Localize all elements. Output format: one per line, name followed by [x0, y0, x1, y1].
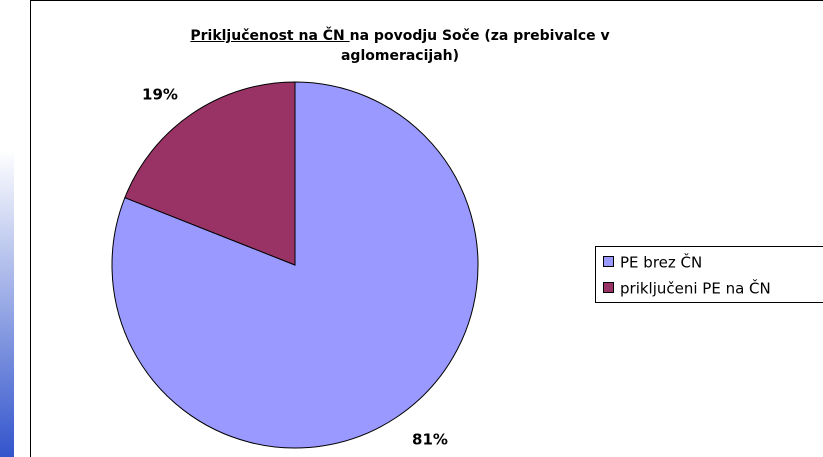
- legend-swatch: [603, 282, 614, 293]
- legend: PE brez ČN priključeni PE na ČN: [595, 246, 823, 303]
- legend-label: priključeni PE na ČN: [620, 279, 771, 298]
- pie-slice: [124, 81, 296, 266]
- title-rest: na povodju Soče (za prebivalce v aglomer…: [340, 28, 610, 64]
- chart-title: Priključenost na ČN na povodju Soče (za …: [140, 26, 660, 66]
- side-strip: [0, 150, 14, 457]
- legend-box: [595, 246, 823, 303]
- legend-label: PE brez ČN: [620, 253, 702, 272]
- legend-swatch: [603, 256, 614, 267]
- pie: 81% 19%: [111, 81, 479, 449]
- data-label: 19%: [142, 86, 178, 104]
- title-underlined: Priključenost na ČN: [190, 28, 350, 44]
- data-label: 81%: [412, 431, 448, 449]
- pie-slice: [111, 81, 479, 449]
